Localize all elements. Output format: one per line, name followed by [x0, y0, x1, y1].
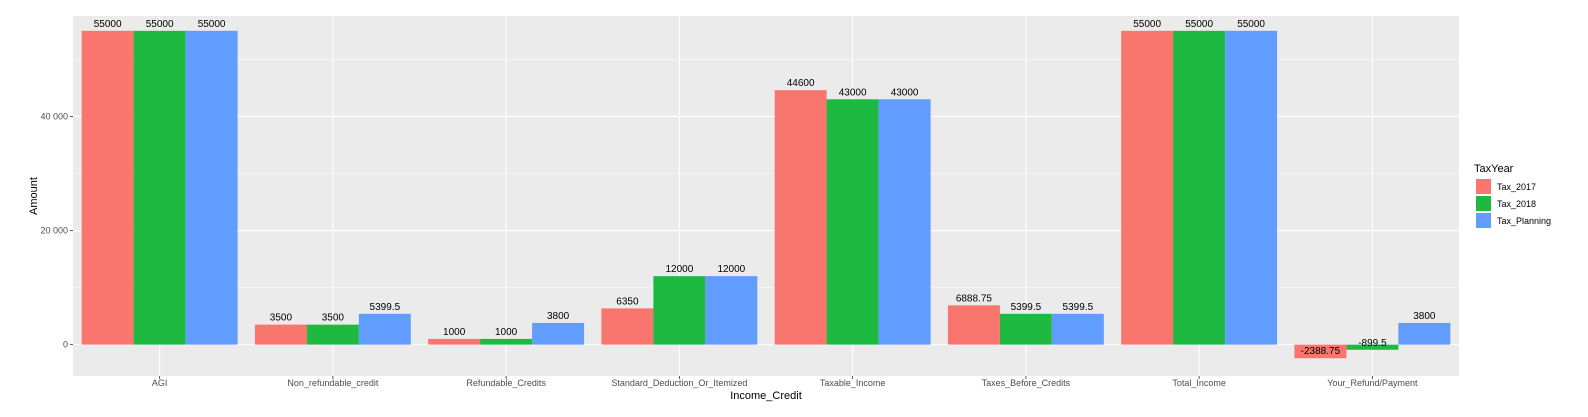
bar	[947, 305, 1000, 345]
bar-value-label: 6888.75	[956, 293, 993, 304]
bar	[1121, 30, 1174, 345]
bar-value-label: 1000	[495, 327, 518, 338]
bar	[1398, 322, 1451, 345]
bar-value-label: 43000	[891, 87, 919, 98]
legend-label: Tax_2017	[1497, 182, 1536, 192]
legend-title: TaxYear	[1474, 163, 1514, 175]
data-labels: 55000 55000 55000 3500 3500 5399.5 1000 1000 380…	[94, 19, 1436, 357]
x-tick-label: Taxable_Income	[820, 378, 886, 388]
x-tick-label: Total_Income	[1172, 378, 1226, 388]
legend-label: Tax_Planning	[1497, 216, 1551, 226]
bar	[1173, 30, 1226, 345]
bar-value-label: 55000	[1185, 19, 1213, 30]
bars	[81, 30, 1451, 359]
legend-key	[1476, 196, 1491, 211]
bar	[1294, 344, 1347, 359]
bar-value-label: 5399.5	[1063, 302, 1094, 313]
bar	[705, 276, 758, 345]
y-axis-ticks: 0 20 000 40 000	[40, 111, 73, 350]
bar-value-label: 55000	[146, 19, 174, 30]
bar	[254, 324, 307, 345]
bar	[653, 276, 706, 345]
bar-value-label: 3800	[1413, 311, 1436, 322]
legend: TaxYear Tax_2017 Tax_2018 Tax_Planning	[1474, 163, 1551, 228]
bar-value-label: 12000	[665, 264, 693, 275]
bar-value-label: 55000	[94, 19, 122, 30]
bar-value-label: 44600	[787, 78, 815, 89]
x-tick-label: Your_Refund/Payment	[1327, 378, 1418, 388]
bar	[428, 338, 481, 345]
bar	[826, 99, 879, 345]
bar	[532, 322, 585, 345]
bar-value-label: 55000	[1237, 19, 1265, 30]
bar-value-label: 6350	[616, 296, 639, 307]
bar-value-label: 43000	[839, 87, 867, 98]
bar	[306, 324, 359, 345]
bar-value-label: 3500	[322, 313, 345, 324]
bar-value-label: 55000	[198, 19, 226, 30]
x-tick-label: Non_refundable_credit	[287, 378, 379, 388]
x-axis-ticks: AGI Non_refundable_credit Refundable_Credi…	[152, 376, 1418, 388]
bar	[1051, 313, 1104, 345]
bar	[999, 313, 1052, 345]
legend-key	[1476, 179, 1491, 194]
bar	[358, 313, 411, 345]
bar	[480, 338, 533, 345]
bar	[1346, 344, 1399, 350]
x-tick-label: Refundable_Credits	[466, 378, 546, 388]
bar-value-label: 1000	[443, 327, 466, 338]
bar-value-label: 3500	[270, 313, 293, 324]
y-tick-label: 20 000	[40, 226, 68, 236]
bar-value-label: -899.5	[1358, 338, 1387, 349]
y-tick-label: 0	[63, 340, 68, 350]
x-tick-label: Standard_Deduction_Or_Itemized	[611, 378, 747, 388]
bar	[133, 30, 186, 345]
bar	[81, 30, 134, 345]
x-tick-label: AGI	[152, 378, 168, 388]
x-tick-label: Taxes_Before_Credits	[982, 378, 1071, 388]
bar	[601, 308, 654, 345]
bar-value-label: -2388.75	[1301, 346, 1341, 357]
x-axis-title: Income_Credit	[730, 390, 802, 402]
y-axis-title: Amount	[28, 177, 40, 215]
bar	[1225, 30, 1278, 345]
bar-value-label: 5399.5	[1011, 302, 1042, 313]
bar-value-label: 5399.5	[370, 302, 401, 313]
bar	[878, 99, 931, 345]
y-tick-label: 40 000	[40, 111, 68, 121]
bar	[185, 30, 238, 345]
legend-label: Tax_2018	[1497, 199, 1536, 209]
legend-key	[1476, 213, 1491, 228]
bar	[774, 90, 827, 345]
bar-value-label: 55000	[1133, 19, 1161, 30]
bar-value-label: 3800	[547, 311, 570, 322]
bar-value-label: 12000	[717, 264, 745, 275]
